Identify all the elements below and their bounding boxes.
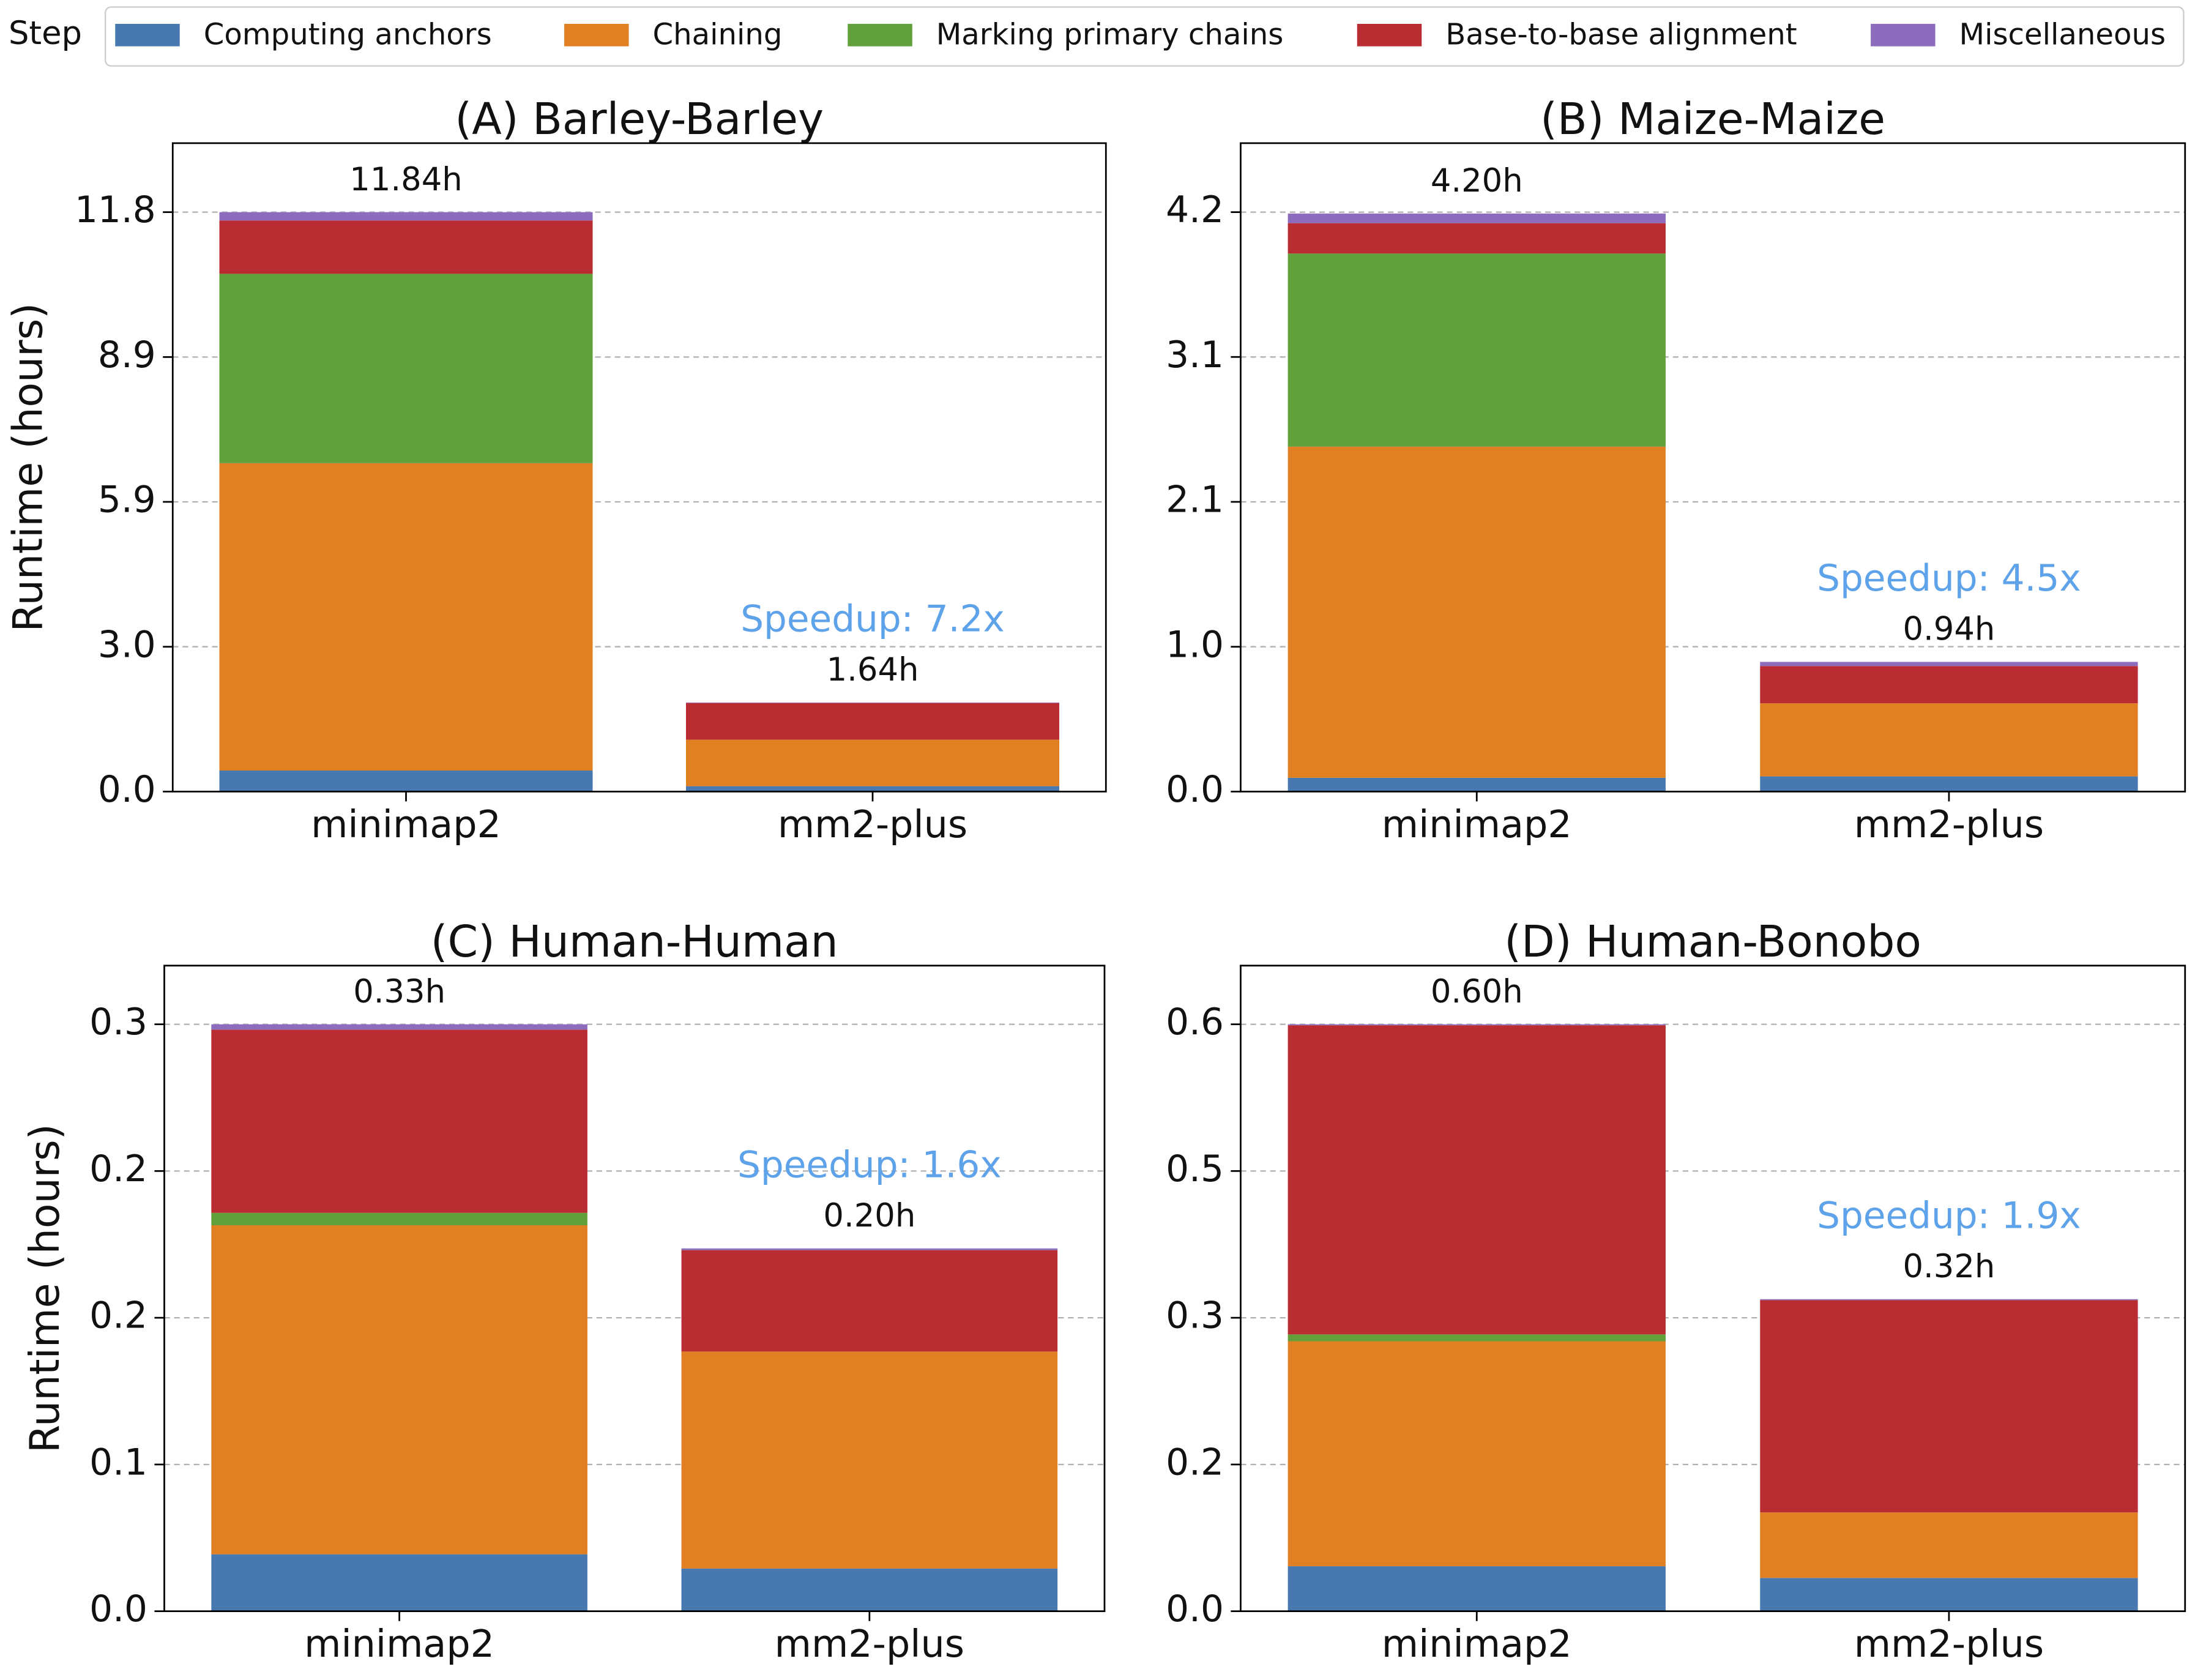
- y-tick-label: 0.0: [98, 769, 156, 811]
- chart-title: (C) Human-Human: [431, 916, 838, 967]
- axes-frame: [1240, 965, 2186, 1613]
- speedup-label: Speedup: 7.2x: [740, 598, 1005, 640]
- total-label: 4.20h: [1431, 162, 1523, 200]
- total-label: 0.94h: [1902, 611, 1995, 648]
- axes-frame: [1240, 142, 2186, 793]
- legend-swatch: [115, 23, 180, 47]
- speedup-label: Speedup: 1.6x: [737, 1144, 1002, 1186]
- bar-segment: [1288, 223, 1666, 254]
- y-tick-label: 4.2: [1166, 189, 1224, 231]
- bar-segment: [1760, 776, 2138, 792]
- bar-segment: [1760, 662, 2138, 666]
- y-tick-label: 0.3: [89, 1001, 147, 1043]
- y-tick-label: 11.8: [75, 189, 156, 231]
- bar-segment: [211, 1024, 587, 1030]
- legend-label: Marking primary chains: [936, 18, 1284, 52]
- y-tick-label: 0.1: [89, 1441, 147, 1484]
- x-tick-label: minimap2: [311, 802, 501, 846]
- y-axis-label: Runtime (hours): [4, 303, 52, 632]
- y-tick-label: 8.9: [98, 334, 156, 376]
- bar-segment: [1288, 1024, 1666, 1026]
- bar-segment: [219, 771, 593, 792]
- legend-swatch: [848, 23, 912, 47]
- axes-frame: [163, 965, 1106, 1613]
- bar-segment: [1288, 1025, 1666, 1335]
- total-label: 1.64h: [827, 651, 919, 689]
- axes-frame: [171, 142, 1107, 793]
- y-tick-label: 0.2: [89, 1148, 147, 1190]
- bar-segment: [1288, 213, 1666, 223]
- x-tick-label: minimap2: [304, 1622, 494, 1666]
- legend-box: [105, 6, 2185, 67]
- chart-title: (B) Maize-Maize: [1540, 94, 1885, 144]
- bar-segment: [219, 212, 593, 221]
- bar-segment: [1288, 1341, 1666, 1567]
- speedup-label: Speedup: 4.5x: [1817, 558, 2081, 600]
- bar-segment: [686, 703, 1060, 740]
- y-tick-label: 0.0: [1166, 769, 1224, 811]
- y-tick-label: 0.5: [1166, 1148, 1224, 1190]
- bar-segment: [681, 1568, 1058, 1611]
- legend-swatch: [564, 23, 629, 47]
- bar-segment: [211, 1225, 587, 1555]
- chart-title: (D) Human-Bonobo: [1504, 916, 1921, 967]
- x-tick-label: minimap2: [1382, 802, 1572, 846]
- bar-segment: [1288, 253, 1666, 447]
- bar-segment: [219, 220, 593, 274]
- y-tick-label: 2.1: [1166, 479, 1224, 521]
- bar-segment: [686, 786, 1060, 792]
- bar-segment: [211, 1029, 587, 1213]
- legend-label: Miscellaneous: [1959, 18, 2166, 52]
- speedup-label: Speedup: 1.9x: [1817, 1195, 2081, 1237]
- bar-segment: [1760, 1512, 2138, 1578]
- bar-segment: [681, 1351, 1058, 1569]
- total-label: 11.84h: [349, 161, 462, 198]
- bar-segment: [1288, 1566, 1666, 1611]
- total-label: 0.33h: [353, 973, 445, 1010]
- y-tick-label: 1.0: [1166, 624, 1224, 666]
- legend-title: Step: [9, 15, 82, 52]
- bar-segment: [211, 1554, 587, 1611]
- y-tick-label: 0.2: [1166, 1441, 1224, 1484]
- y-axis-label: Runtime (hours): [21, 1124, 69, 1453]
- legend-label: Base-to-base alignment: [1445, 18, 1797, 52]
- bar-segment: [1760, 703, 2138, 777]
- chart-title: (A) Barley-Barley: [455, 94, 824, 144]
- bar-segment: [681, 1248, 1058, 1250]
- bar-segment: [1760, 666, 2138, 704]
- bar-segment: [686, 739, 1060, 786]
- x-tick-label: mm2-plus: [778, 802, 967, 846]
- bar-segment: [1760, 1299, 2138, 1301]
- bar-segment: [1760, 1578, 2138, 1611]
- bar-segment: [1288, 446, 1666, 778]
- legend-label: Chaining: [653, 18, 783, 52]
- y-tick-label: 3.1: [1166, 334, 1224, 376]
- x-tick-label: mm2-plus: [1854, 802, 2044, 846]
- bar-segment: [1288, 1334, 1666, 1342]
- x-tick-label: minimap2: [1382, 1622, 1572, 1666]
- y-tick-label: 0.6: [1166, 1001, 1224, 1043]
- y-tick-label: 3.0: [98, 624, 156, 666]
- legend-label: Computing anchors: [204, 18, 492, 52]
- y-tick-label: 0.0: [89, 1588, 147, 1630]
- total-label: 0.60h: [1431, 973, 1523, 1010]
- legend-swatch: [1357, 23, 1422, 47]
- bar-segment: [1760, 1300, 2138, 1513]
- total-label: 0.32h: [1902, 1248, 1995, 1285]
- y-tick-label: 0.3: [1166, 1295, 1224, 1337]
- bar-segment: [1288, 777, 1666, 792]
- legend-swatch: [1871, 23, 1936, 47]
- y-tick-label: 0.2: [89, 1295, 147, 1337]
- bar-segment: [681, 1250, 1058, 1352]
- y-tick-label: 0.0: [1166, 1588, 1224, 1630]
- bar-segment: [211, 1212, 587, 1226]
- bar-segment: [219, 274, 593, 463]
- total-label: 0.20h: [823, 1197, 915, 1234]
- y-tick-label: 5.9: [98, 479, 156, 521]
- bar-segment: [219, 463, 593, 771]
- x-tick-label: mm2-plus: [775, 1622, 964, 1666]
- x-tick-label: mm2-plus: [1854, 1622, 2044, 1666]
